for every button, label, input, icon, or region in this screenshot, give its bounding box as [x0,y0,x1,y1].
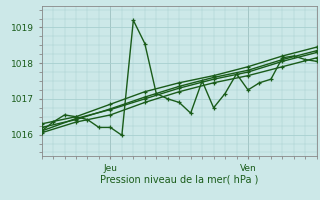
X-axis label: Pression niveau de la mer( hPa ): Pression niveau de la mer( hPa ) [100,174,258,184]
